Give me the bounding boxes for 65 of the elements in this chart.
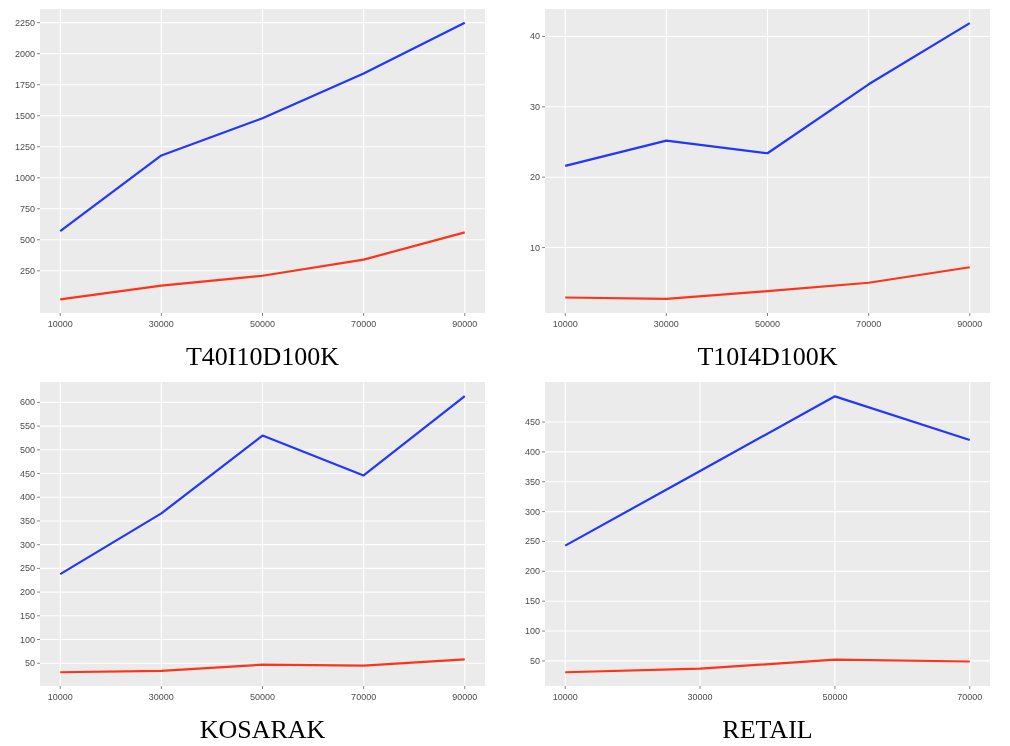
y-tick-label: 200 <box>524 566 540 577</box>
y-tick-label: 150 <box>19 610 35 621</box>
y-tick-label: 40 <box>529 31 540 42</box>
line-series <box>59 21 466 233</box>
y-tick-label: 1750 <box>14 79 35 90</box>
y-tick-label: 600 <box>19 397 35 408</box>
line-series <box>59 395 466 576</box>
y-tick-label: 500 <box>19 444 35 455</box>
y-tick-label: 50 <box>529 655 540 666</box>
x-tick-label: 90000 <box>452 319 478 329</box>
y-tick-label: 750 <box>19 203 35 214</box>
y-tick-label: 450 <box>19 468 35 479</box>
x-tick-label: 50000 <box>249 692 276 702</box>
line-series <box>564 21 971 168</box>
text: T10I4D100K <box>697 342 838 371</box>
y-tick-label: 250 <box>19 265 35 276</box>
x-tick-label: 30000 <box>687 692 713 702</box>
x-tick-label: 90000 <box>957 319 983 329</box>
y-tick-label: 20 <box>529 172 540 183</box>
y-tick-label: 150 <box>524 596 540 607</box>
y-tick-label: 350 <box>524 476 540 487</box>
line-series <box>564 395 971 547</box>
x-tick-label: 70000 <box>957 692 983 702</box>
y-tick-label: 200 <box>19 587 35 598</box>
y-tick-label: 30 <box>529 101 540 112</box>
y-tick-label: 250 <box>19 563 35 574</box>
x-tick-label: 10000 <box>47 692 73 702</box>
x-tick-label: 10000 <box>552 692 578 702</box>
y-tick-label: 2000 <box>14 48 35 59</box>
x-tick-label: 70000 <box>856 319 882 329</box>
y-tick-label: 1250 <box>14 141 35 152</box>
x-tick-label: 10000 <box>552 319 578 329</box>
y-tick-label: 250 <box>524 536 540 547</box>
y-tick-label: 300 <box>524 506 540 517</box>
y-tick-label: 10 <box>529 242 540 253</box>
y-tick-label: 1000 <box>14 172 35 183</box>
x-tick-label: 50000 <box>754 319 781 329</box>
text: T40I10D100K <box>185 342 340 371</box>
x-tick-label: 30000 <box>148 692 174 702</box>
x-tick-label: 70000 <box>351 692 377 702</box>
x-tick-label: 70000 <box>351 319 377 329</box>
line-series <box>564 658 971 674</box>
x-tick-label: 30000 <box>653 319 679 329</box>
text: RETAIL <box>722 715 813 744</box>
y-tick-label: 300 <box>19 539 35 550</box>
y-tick-label: 1500 <box>14 110 35 121</box>
y-tick-label: 100 <box>524 626 540 637</box>
x-tick-label: 50000 <box>822 692 848 702</box>
line-series <box>59 231 466 301</box>
y-tick-label: 550 <box>19 421 35 432</box>
x-tick-label: 50000 <box>249 319 276 329</box>
x-tick-label: 90000 <box>452 692 478 702</box>
text: KOSARAK <box>199 715 326 744</box>
y-tick-label: 450 <box>524 416 540 427</box>
y-tick-label: 100 <box>19 634 35 645</box>
line-series <box>59 658 466 674</box>
y-tick-label: 50 <box>24 658 35 669</box>
y-tick-label: 2250 <box>14 17 35 28</box>
line-series <box>564 266 971 301</box>
y-tick-label: 400 <box>524 446 540 457</box>
x-tick-label: 10000 <box>47 319 73 329</box>
y-tick-label: 400 <box>19 492 35 503</box>
y-tick-label: 500 <box>19 234 35 245</box>
y-tick-label: 350 <box>19 515 35 526</box>
x-tick-label: 30000 <box>148 319 174 329</box>
